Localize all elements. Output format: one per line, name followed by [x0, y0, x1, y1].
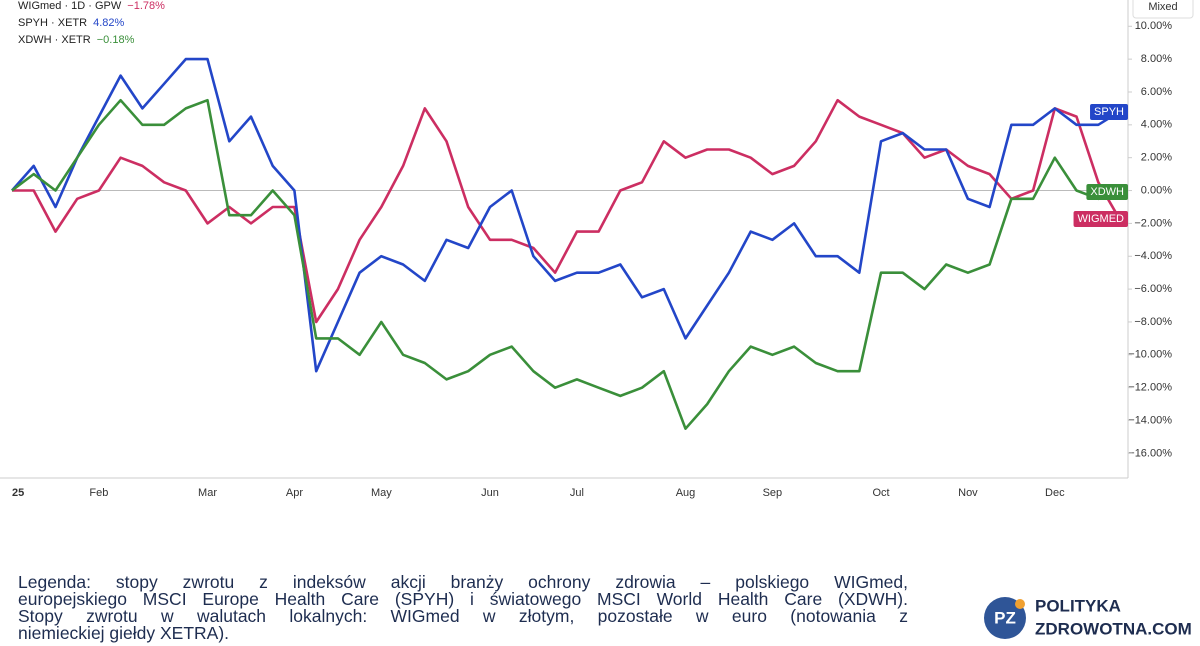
y-tick-label: 8.00%	[1141, 53, 1172, 65]
legend-change: −1.78%	[127, 0, 165, 12]
caption: Legenda: stopy zwrotu z indeksów akcji b…	[18, 574, 908, 646]
x-tick-label: Aug	[676, 487, 696, 499]
scale-button-box[interactable]	[1132, 0, 1194, 19]
y-tick-label: −12.00%	[1128, 382, 1172, 394]
x-tick-label: Sep	[763, 487, 783, 499]
y-tick-label: 0.00%	[1141, 184, 1172, 196]
legend-change: −0.18%	[97, 34, 135, 46]
caption-line: europejskiego MSCI Europe Health Care (S…	[18, 589, 908, 609]
y-tick-label: 6.00%	[1141, 86, 1172, 98]
y-tick-label: −8.00%	[1134, 316, 1172, 328]
logo-line1: POLITYKA	[1035, 596, 1121, 615]
logo-dot	[1015, 599, 1025, 609]
y-tick-label: −14.00%	[1128, 414, 1172, 426]
y-tick-label: −2.00%	[1134, 217, 1172, 229]
legend-name: SPYH · XETR	[18, 17, 87, 29]
x-tick-label: Feb	[89, 487, 108, 499]
logo-mark: PZ	[994, 608, 1016, 627]
y-tick-label: −4.00%	[1134, 250, 1172, 262]
series-line	[11, 57, 1121, 373]
x-tick-label: Apr	[286, 487, 303, 499]
x-tick-label: Nov	[958, 487, 978, 499]
series-tag: WIGMED	[1078, 213, 1124, 225]
series-tag-box	[1090, 104, 1128, 120]
y-tick-label: −6.00%	[1134, 283, 1172, 295]
x-tick-label: May	[371, 487, 392, 499]
x-tick-label: Dec	[1045, 487, 1065, 499]
chart: Mixed 10.00% 8.00% 6.00% 4.00% 2.00% 0.00% −2.…	[0, 0, 1194, 499]
y-tick-label: 10.00%	[1135, 20, 1173, 32]
x-tick-label: Jun	[481, 487, 499, 499]
series-tag: SPYH	[1094, 106, 1124, 118]
series-tag-box	[1073, 211, 1128, 227]
y-tick-label: −16.00%	[1128, 447, 1172, 459]
logo: PZ POLITYKA ZDROWOTNA.COM	[984, 596, 1192, 639]
legend-name: WIGmed · 1D · GPW	[18, 0, 122, 12]
x-tick-label: Oct	[872, 487, 889, 499]
caption-line: Legenda: stopy zwrotu z indeksów akcji b…	[18, 574, 908, 592]
x-tick-label: Jul	[570, 487, 584, 499]
x-tick-label: 25	[12, 487, 24, 499]
y-tick-label: −10.00%	[1128, 349, 1172, 361]
caption-line: Stopy zwrotu w walutach lokalnych: WIGme…	[18, 606, 908, 626]
legend-change: 4.82%	[93, 17, 124, 29]
y-tick-label: 2.00%	[1141, 152, 1172, 164]
series-tag-box	[1086, 184, 1128, 200]
series-line	[12, 98, 1122, 324]
scale-button[interactable]: Mixed	[1148, 1, 1177, 13]
series-line	[11, 98, 1121, 430]
legend-name: XDWH · XETR	[18, 34, 91, 46]
y-tick-label: 4.00%	[1141, 119, 1172, 131]
x-tick-label: Mar	[198, 487, 217, 499]
logo-circle	[984, 597, 1026, 639]
series-tag: XDWH	[1090, 186, 1124, 198]
caption-line: niemieckiej giełdy XETRA).	[18, 623, 230, 643]
logo-line2: ZDROWOTNA.COM	[1035, 619, 1192, 638]
